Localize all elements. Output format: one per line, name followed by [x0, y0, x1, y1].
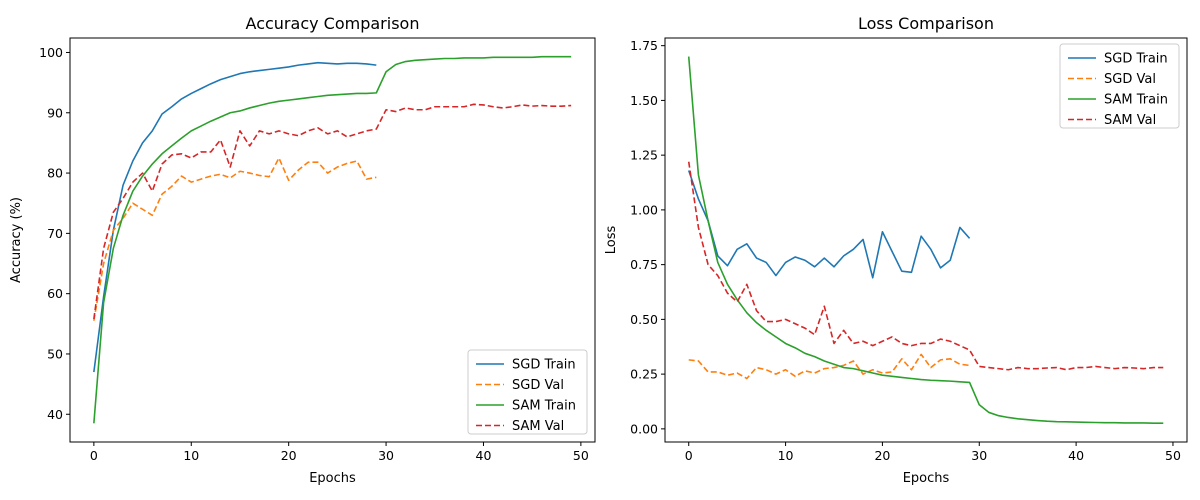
loss-y-tick-label: 1.00: [630, 202, 658, 217]
accuracy-x-tick-label: 50: [573, 448, 589, 463]
loss-legend-box: [1059, 43, 1180, 129]
loss-y-tick-label: 0.75: [630, 257, 658, 272]
loss-y-tick-label: 0.25: [630, 367, 658, 382]
accuracy-legend-box: [467, 349, 588, 435]
loss-series-sam-val-line: [687, 161, 1164, 371]
loss-x-tick-label: 50: [1165, 448, 1181, 463]
accuracy-y-tick-label: 40: [47, 407, 63, 422]
loss-x-tick-label: 20: [874, 448, 890, 463]
accuracy-series-sam-train-line: [93, 55, 572, 424]
accuracy-series-sgd-val-line: [93, 157, 377, 321]
accuracy-x-tick-label: 40: [476, 448, 492, 463]
loss-legend-label: SGD Val: [1104, 72, 1156, 87]
loss-legend-label: SAM Train: [1104, 93, 1168, 108]
loss-series-sgd-train-line: [687, 170, 971, 279]
loss-x-axis-label: Epochs: [903, 471, 950, 486]
accuracy-x-tick-label: 20: [281, 448, 297, 463]
loss-y-tick-label: 0.50: [630, 312, 658, 327]
accuracy-legend: SGD Train SGD Val SAM Train SAM Val: [467, 349, 588, 435]
loss-series-sam-train-line: [687, 56, 1164, 424]
accuracy-y-axis-label: Accuracy (%): [9, 197, 24, 283]
loss-x-tick-label: 0: [685, 448, 693, 463]
accuracy-legend-label: SAM Train: [512, 399, 576, 414]
accuracy-series-group: [93, 55, 572, 424]
loss-y-tick-label: 1.25: [630, 148, 658, 163]
accuracy-y-tick-label: 80: [47, 166, 63, 181]
loss-y-tick-label: 1.75: [630, 38, 658, 53]
accuracy-y-tick-label: 60: [47, 286, 63, 301]
loss-series-sgd-val-line: [688, 353, 970, 380]
loss-x-tick-label: 40: [1068, 448, 1084, 463]
accuracy-legend-label: SGD Train: [512, 358, 576, 373]
loss-chart: Loss Comparison Epochs Loss 0 10 20 30 40 50 0.00…: [604, 14, 1188, 486]
accuracy-legend-label: SGD Val: [512, 378, 564, 393]
loss-legend: SGD Train SGD Val SAM Train SAM Val: [1059, 43, 1180, 129]
loss-series-group: [687, 56, 1164, 424]
loss-x-tick-label: 10: [778, 448, 794, 463]
accuracy-chart: Accuracy Comparison Epochs Accuracy (%) 0 10…: [9, 14, 596, 486]
loss-y-tick-label: 0.00: [630, 421, 658, 436]
accuracy-x-tick-label: 0: [90, 448, 98, 463]
accuracy-axes-frame: [69, 37, 596, 443]
accuracy-series-sam-val-line: [93, 103, 572, 320]
loss-chart-title: Loss Comparison: [858, 14, 994, 33]
loss-legend-label: SAM Val: [1104, 113, 1156, 128]
accuracy-chart-title: Accuracy Comparison: [246, 14, 420, 33]
accuracy-x-axis-label: Epochs: [309, 471, 356, 486]
accuracy-y-tick-label: 70: [47, 226, 63, 241]
loss-y-axis-label: Loss: [604, 226, 619, 255]
accuracy-x-tick-label: 10: [183, 448, 199, 463]
accuracy-x-tick-label: 30: [378, 448, 394, 463]
accuracy-y-tick-label: 90: [47, 105, 63, 120]
accuracy-legend-label: SAM Val: [512, 419, 564, 434]
accuracy-y-tick-label: 100: [39, 45, 63, 60]
loss-y-tick-label: 1.50: [630, 93, 658, 108]
loss-legend-label: SGD Train: [1104, 52, 1168, 67]
accuracy-y-tick-label: 50: [47, 346, 63, 361]
accuracy-series-sgd-train-line: [93, 61, 377, 373]
loss-x-tick-label: 30: [971, 448, 987, 463]
loss-axes-frame: [664, 37, 1188, 443]
